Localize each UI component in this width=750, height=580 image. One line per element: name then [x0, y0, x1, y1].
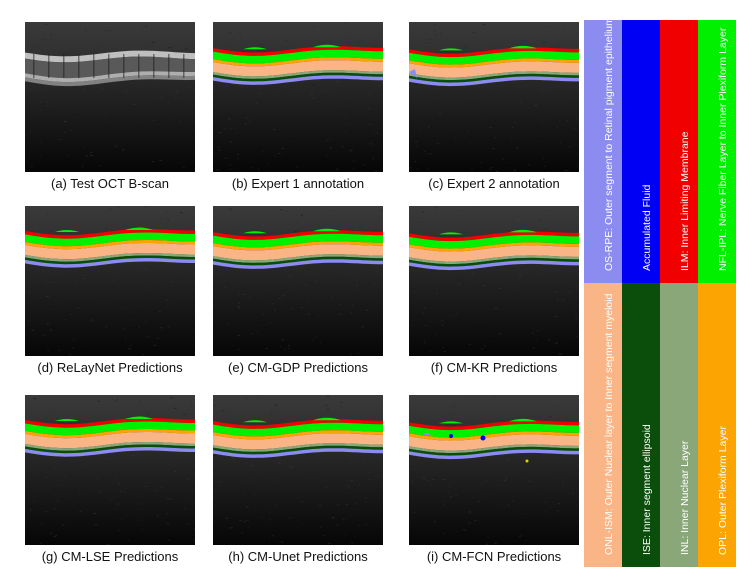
- caption: (d) ReLayNet Predictions: [37, 360, 183, 375]
- legend-cell-ilm: ILM: Inner Limiting Membrane: [660, 20, 698, 283]
- oct-image: [25, 395, 195, 545]
- caption: (b) Expert 1 annotation: [231, 176, 365, 191]
- caption: (g) CM-LSE Predictions: [41, 549, 179, 564]
- caption: (f) CM-KR Predictions: [430, 360, 558, 375]
- caption: (e) CM-GDP Predictions: [228, 360, 368, 375]
- caption: (a) Test OCT B-scan: [51, 176, 169, 191]
- legend-label: ISE: Inner segment ellipsoid: [641, 424, 653, 555]
- legend-cell-opl: OPL: Outer Plexiform Layer: [698, 283, 736, 567]
- legend-label: ONL-ISM: Outer Nuclear layer to Inner se…: [603, 293, 615, 555]
- oct-image: [409, 395, 579, 545]
- oct-image: [25, 206, 195, 356]
- legend-cell-nfl-ipl: NFL-IPL: Nerve Fiber Layer to Inner Plex…: [698, 20, 736, 283]
- legend-label: NFL-IPL: Nerve Fiber Layer to Inner Plex…: [717, 27, 729, 271]
- legend-cell-inl: INL: Inner Nuclear Layer: [660, 283, 698, 567]
- legend-label: INL: Inner Nuclear Layer: [679, 440, 691, 555]
- legend-label: OPL: Outer Plexiform Layer: [717, 426, 729, 555]
- legend-label: OS-RPE: Outer segment to Retinal pigment…: [603, 20, 615, 271]
- caption: (c) Expert 2 annotation: [428, 176, 560, 191]
- legend-label: Accumulated Fluid: [641, 184, 653, 271]
- legend: OS-RPE: Outer segment to Retinal pigment…: [584, 20, 736, 567]
- caption: (h) CM-Unet Predictions: [228, 549, 368, 564]
- oct-image: [213, 22, 383, 172]
- legend-cell-onl-ism: ONL-ISM: Outer Nuclear layer to Inner se…: [584, 283, 622, 567]
- oct-image: [213, 206, 383, 356]
- oct-image: [213, 395, 383, 545]
- legend-label: ILM: Inner Limiting Membrane: [679, 131, 691, 271]
- legend-cell-os-rpe: OS-RPE: Outer segment to Retinal pigment…: [584, 20, 622, 283]
- oct-image: [25, 22, 195, 172]
- oct-image: [409, 206, 579, 356]
- oct-image: [409, 22, 579, 172]
- legend-cell-ise: ISE: Inner segment ellipsoid: [622, 283, 660, 567]
- caption: (i) CM-FCN Predictions: [426, 549, 562, 564]
- legend-cell-fluid: Accumulated Fluid: [622, 20, 660, 283]
